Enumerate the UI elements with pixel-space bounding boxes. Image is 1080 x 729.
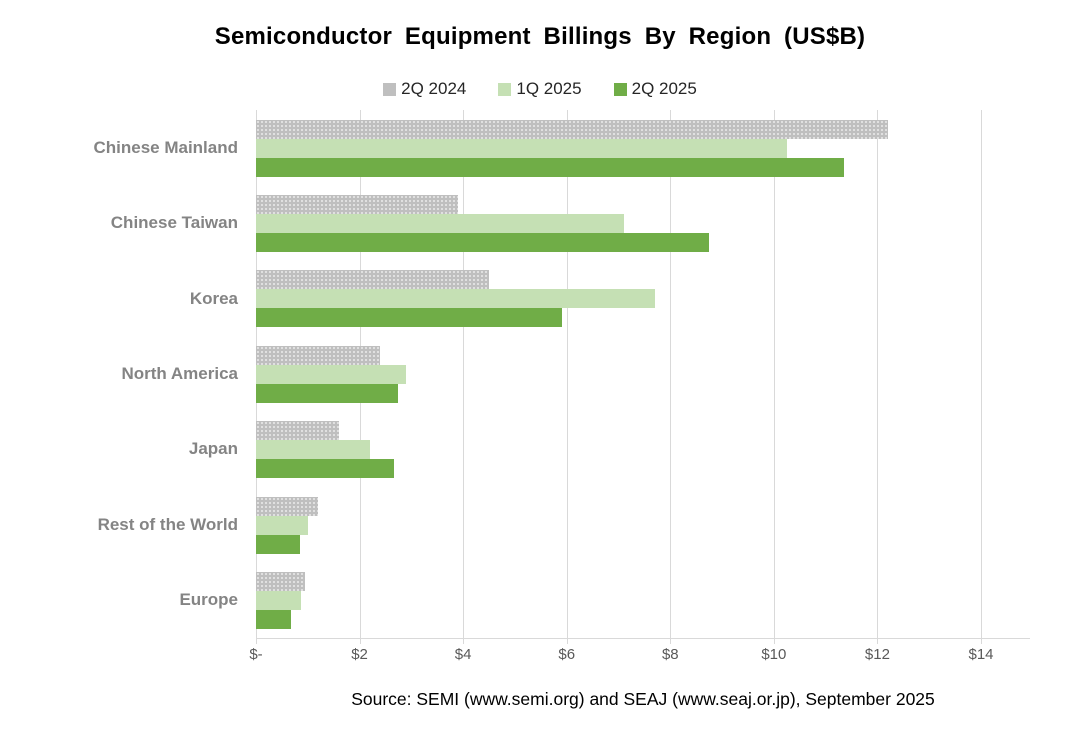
- category-label: Japan: [188, 439, 238, 459]
- bar-2q-2024: [256, 119, 888, 139]
- bar-2q-2024: [256, 572, 306, 592]
- bar-2q-2025: [256, 534, 300, 554]
- category-label: Korea: [189, 288, 238, 308]
- bar-2q-2024: [256, 345, 381, 365]
- bar-1q-2025: [256, 515, 308, 535]
- legend-item-1q-2025: 1Q 2025: [498, 79, 582, 99]
- gridline: [566, 110, 568, 638]
- bar-2q-2024: [256, 194, 458, 214]
- bar-2q-2025: [256, 459, 395, 479]
- bar-2q-2025: [256, 308, 562, 328]
- bar-1q-2025: [256, 364, 407, 384]
- axis-tick: [463, 639, 465, 644]
- bar-group-chinese-mainland: [256, 110, 1030, 185]
- axis-tick: [359, 639, 361, 644]
- x-tick-label: $4: [454, 646, 472, 663]
- category-label: Chinese Mainland: [93, 137, 238, 157]
- bar-1q-2025: [256, 138, 787, 158]
- category-label: Europe: [179, 590, 238, 610]
- bar-1q-2025: [256, 213, 624, 233]
- x-tick-label: $14: [968, 646, 994, 663]
- bar-2q-2024: [256, 270, 489, 290]
- x-tick-label: $10: [761, 646, 787, 663]
- bar-2q-2025: [256, 383, 399, 403]
- x-tick-label: $-: [249, 646, 263, 663]
- x-tick-label: $6: [558, 646, 576, 663]
- bar-2q-2024: [256, 496, 319, 516]
- gridline: [981, 110, 982, 638]
- x-axis-line: [256, 638, 1030, 639]
- bar-1q-2025: [256, 591, 302, 611]
- bar-2q-2025: [256, 232, 710, 252]
- axis-tick: [670, 639, 672, 644]
- axis-tick: [877, 639, 879, 644]
- x-tick-label: $8: [661, 646, 679, 663]
- category-label: Rest of the World: [97, 514, 238, 534]
- bar-2q-2025: [256, 610, 291, 630]
- gridline: [773, 110, 775, 638]
- legend-item-2q-2025: 2Q 2025: [613, 79, 697, 99]
- source-caption: Source: SEMI (www.semi.org) and SEAJ (ww…: [351, 689, 935, 709]
- legend-swatch-icon: [498, 82, 512, 96]
- category-label: Chinese Taiwan: [110, 213, 238, 233]
- bar-group-north-america: [256, 336, 1030, 411]
- bar-group-rest-of-the-world: [256, 487, 1030, 562]
- x-tick-label: $2: [351, 646, 368, 663]
- bar-group-chinese-taiwan: [256, 185, 1030, 260]
- bar-2q-2025: [256, 157, 844, 177]
- category-axis-labels: Chinese Mainland Chinese Taiwan Korea North…: [0, 110, 240, 638]
- legend-label: 1Q 2025: [516, 79, 582, 98]
- gridline: [463, 110, 465, 638]
- bar-1q-2025: [256, 440, 370, 460]
- bar-group-europe: [256, 563, 1030, 638]
- axis-tick: [981, 639, 982, 644]
- chart-legend: 2Q 2024 1Q 2025 2Q 2025: [0, 79, 1080, 99]
- legend-item-2q-2024: 2Q 2024: [383, 79, 466, 99]
- bar-2q-2024: [256, 421, 339, 441]
- x-tick-label: $12: [864, 646, 890, 663]
- bar-1q-2025: [256, 289, 655, 309]
- gridline: [670, 110, 672, 638]
- legend-swatch-icon: [613, 82, 627, 96]
- x-axis-tick-labels: $- $2 $4 $6 $8 $10 $12 $14: [249, 646, 1030, 666]
- gridline: [877, 110, 879, 638]
- plot-area: [256, 110, 1030, 644]
- chart-title: Semiconductor Equipment Billings By Regi…: [214, 23, 866, 50]
- category-label: North America: [121, 363, 238, 383]
- axis-tick: [256, 639, 257, 644]
- bar-group-korea: [256, 261, 1030, 336]
- bar-group-japan: [256, 412, 1030, 487]
- axis-tick: [773, 639, 775, 644]
- legend-swatch-icon: [383, 82, 397, 96]
- legend-label: 2Q 2024: [401, 79, 467, 98]
- legend-label: 2Q 2025: [631, 79, 697, 98]
- axis-tick: [566, 639, 568, 644]
